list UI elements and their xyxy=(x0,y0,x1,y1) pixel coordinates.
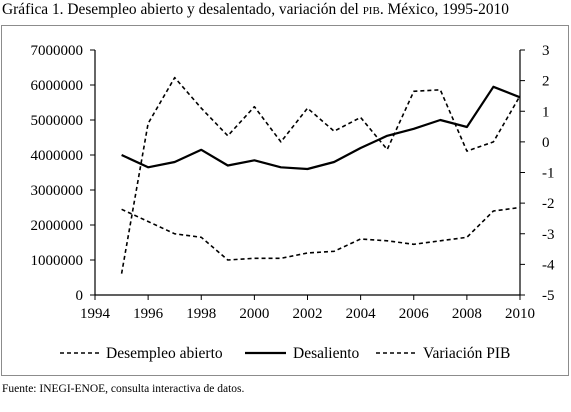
x-tick-label: 2006 xyxy=(399,306,430,322)
series-line-2 xyxy=(121,85,521,171)
y-tick-label-right: 3 xyxy=(542,43,550,59)
y-tick-label-left: 1000000 xyxy=(31,253,84,269)
x-tick-label: 2008 xyxy=(452,306,482,322)
y-tick-label-left: 4000000 xyxy=(31,148,84,164)
y-tick-label-right: -2 xyxy=(542,196,555,212)
x-tick-label: 2002 xyxy=(293,306,323,322)
y-tick-label-left: 5000000 xyxy=(31,113,84,129)
y-tick-label-left: 6000000 xyxy=(31,78,84,94)
series-lines xyxy=(120,76,521,274)
chart-title: Gráfica 1. Desempleo abierto y desalenta… xyxy=(2,1,509,18)
y-tick-label-right: 2 xyxy=(542,74,550,90)
legend-label-2: Desaliento xyxy=(293,345,360,362)
chart-frame xyxy=(1,25,569,376)
x-tick-label: 1996 xyxy=(133,306,164,322)
y-tick-label-left: 0 xyxy=(76,288,84,304)
y-tick-label-right: 0 xyxy=(542,135,550,151)
x-tick-label: 1998 xyxy=(186,306,216,322)
y-tick-label-right: 1 xyxy=(542,104,550,120)
y-tick-label-left: 7000000 xyxy=(31,43,84,59)
legend: Desempleo abierto Desaliento Variación PIB xyxy=(60,345,510,362)
x-tick-label: 2010 xyxy=(505,306,535,322)
x-tick-label: 2000 xyxy=(239,306,269,322)
axes: 0 1000000 2000000 3000000 4000000 5000000 6000… xyxy=(31,43,555,322)
source-note: Fuente: INEGI-ENOE, consulta interactiva… xyxy=(2,383,245,395)
y-tick-label-left: 2000000 xyxy=(31,218,84,234)
y-tick-label-right: -5 xyxy=(542,288,555,304)
legend-label-3: Variación PIB xyxy=(423,345,510,362)
series-line-3 xyxy=(120,76,521,274)
x-tick-label: 1994 xyxy=(80,306,111,322)
y-tick-label-left: 3000000 xyxy=(31,183,84,199)
y-tick-label-right: -1 xyxy=(542,166,555,182)
x-tick-label: 2004 xyxy=(346,306,377,322)
series-line-1 xyxy=(121,206,521,261)
y-tick-label-right: -3 xyxy=(542,227,555,243)
y-tick-label-right: -4 xyxy=(542,257,555,273)
legend-label-1: Desempleo abierto xyxy=(106,345,223,362)
